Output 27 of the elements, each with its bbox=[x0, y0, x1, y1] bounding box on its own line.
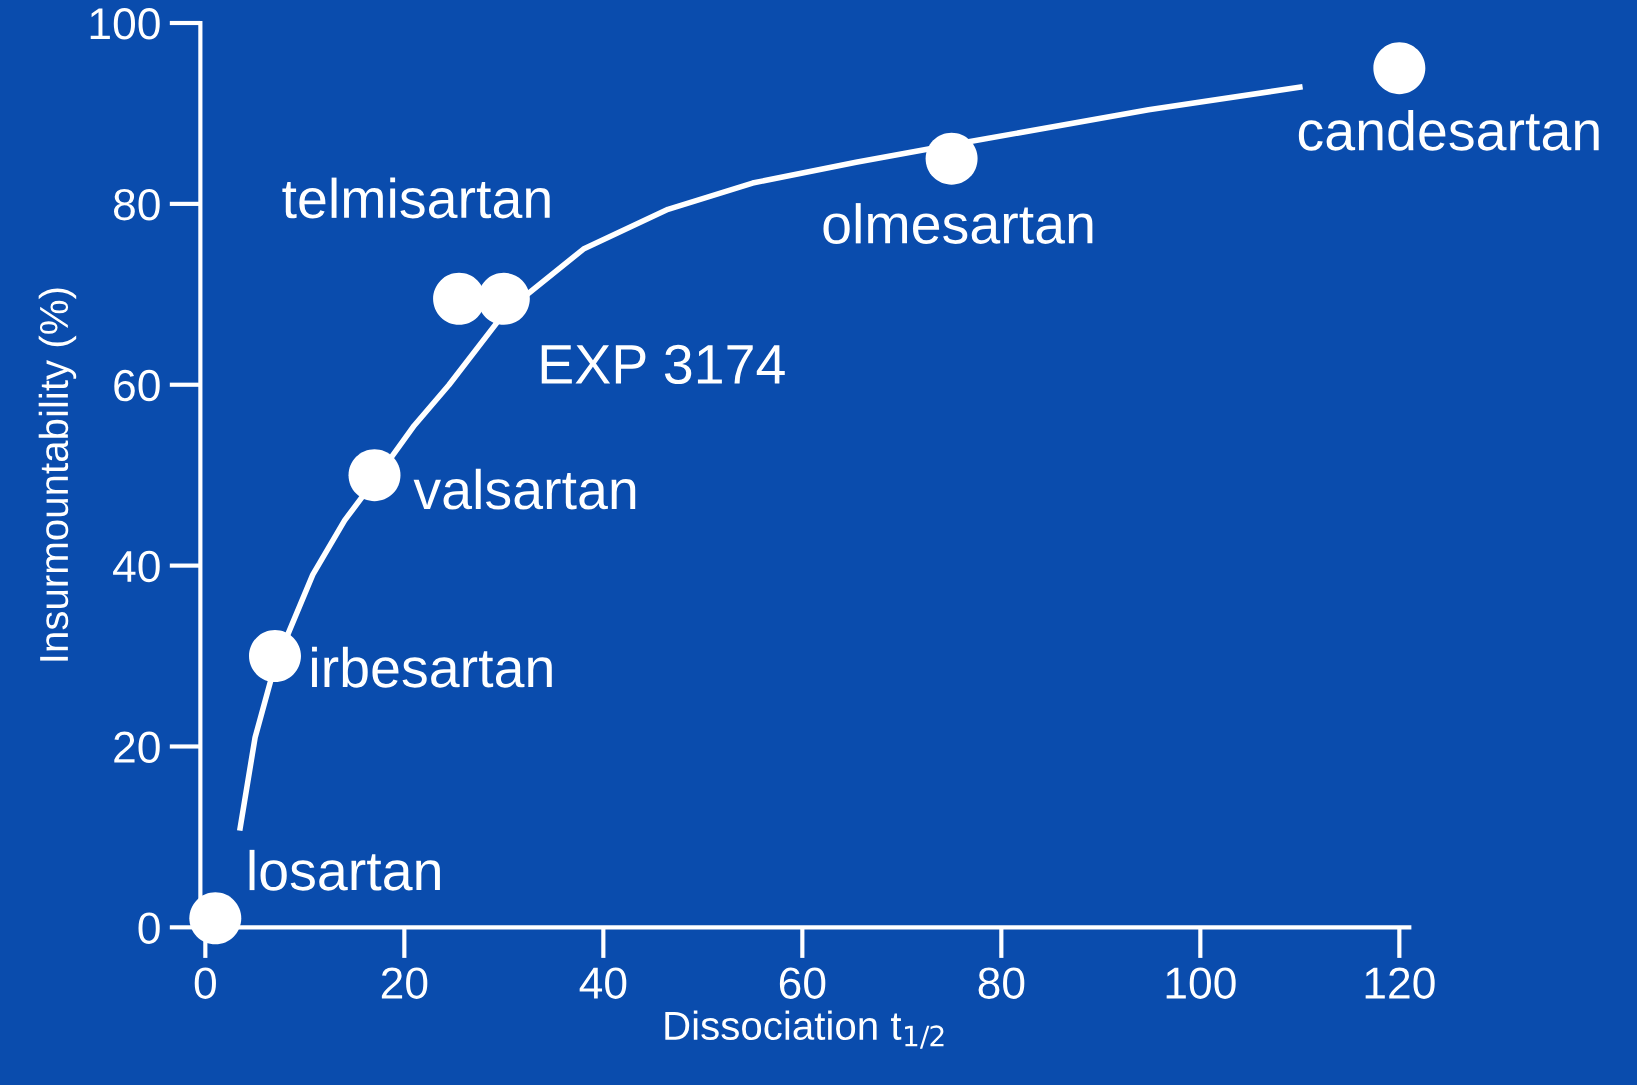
annotation: valsartan bbox=[413, 468, 636, 510]
x-tick-label: 0 bbox=[194, 967, 216, 999]
annotation: EXP 3174 bbox=[541, 344, 785, 385]
y-tick-label: 0 bbox=[138, 912, 160, 944]
x-tick-label: 80 bbox=[978, 967, 1025, 999]
annotation: olmesartan bbox=[823, 203, 1093, 244]
point bbox=[925, 132, 978, 185]
point bbox=[348, 449, 401, 502]
annotation: telmisartan bbox=[282, 177, 550, 219]
x-tick-label: 100 bbox=[1166, 967, 1236, 999]
x-tick-label: 40 bbox=[579, 967, 627, 999]
x-axis-title: Dissociation t$_{1/2}$ bbox=[665, 1010, 944, 1049]
annotation: irbesartan bbox=[312, 646, 552, 688]
annotation: losartan bbox=[249, 849, 440, 891]
x-tick-label: 60 bbox=[779, 967, 826, 999]
y-tick-label: 20 bbox=[114, 731, 160, 764]
point bbox=[1373, 42, 1426, 95]
point bbox=[189, 892, 242, 945]
y-tick-label: 80 bbox=[113, 188, 160, 221]
y-axis-title: Insurmountability (%) bbox=[38, 288, 77, 661]
y-tick-label: 100 bbox=[90, 8, 160, 40]
y-tick-label: 60 bbox=[114, 369, 160, 402]
y-tick-label: 40 bbox=[113, 550, 160, 583]
point bbox=[249, 630, 301, 683]
annotation: candesartan bbox=[1298, 109, 1599, 151]
x-tick-label: 20 bbox=[381, 967, 428, 999]
x-tick-label: 120 bbox=[1365, 967, 1435, 999]
